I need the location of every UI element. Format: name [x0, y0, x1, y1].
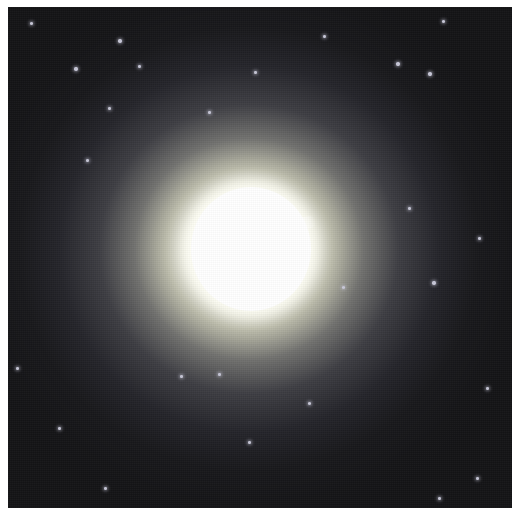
background-star [486, 387, 489, 390]
background-star [118, 39, 122, 43]
background-star [432, 281, 436, 285]
background-star [308, 402, 311, 405]
background-star [408, 207, 411, 210]
background-star [138, 65, 141, 68]
background-star [16, 367, 19, 370]
background-star [86, 159, 89, 162]
background-star [180, 375, 183, 378]
background-star [208, 111, 211, 114]
background-star [442, 20, 445, 23]
background-star [104, 487, 107, 490]
background-star [323, 35, 326, 38]
background-star [438, 497, 441, 500]
background-star [396, 62, 400, 66]
background-star [254, 71, 257, 74]
background-star [58, 427, 61, 430]
background-star [108, 107, 111, 110]
background-star [478, 237, 481, 240]
background-star [248, 441, 251, 444]
background-star [428, 72, 432, 76]
sky-background [8, 7, 512, 508]
background-star [218, 373, 221, 376]
galaxy-core [191, 187, 311, 311]
background-star [342, 286, 345, 289]
background-star [30, 22, 33, 25]
background-star [74, 67, 78, 71]
background-star [476, 477, 479, 480]
